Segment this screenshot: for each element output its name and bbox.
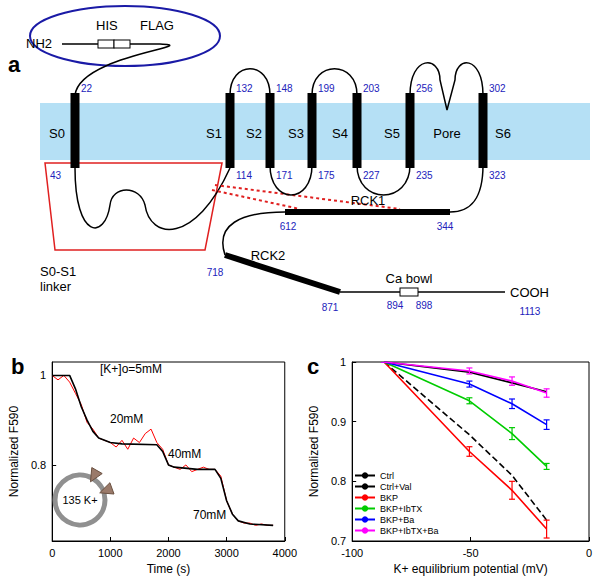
svg-text:132: 132: [236, 83, 253, 94]
svg-text:22: 22: [81, 83, 93, 94]
svg-text:1113: 1113: [520, 306, 541, 317]
svg-text:135 K+: 135 K+: [62, 494, 97, 506]
svg-text:70mM: 70mM: [193, 508, 226, 522]
svg-text:898: 898: [416, 300, 433, 311]
svg-text:S2: S2: [246, 126, 262, 141]
svg-text:Ctrl: Ctrl: [380, 471, 394, 481]
svg-text:171: 171: [276, 170, 293, 181]
svg-text:K+ equilibrium potential (mV): K+ equilibrium potential (mV): [393, 562, 547, 576]
svg-text:1: 1: [340, 356, 346, 368]
svg-text:114: 114: [236, 170, 252, 181]
svg-text:0.7: 0.7: [331, 535, 346, 547]
svg-text:0: 0: [586, 547, 592, 559]
svg-text:S5: S5: [384, 126, 400, 141]
svg-text:0.8: 0.8: [31, 459, 46, 471]
svg-text:344: 344: [437, 221, 454, 232]
svg-text:4000: 4000: [273, 547, 297, 559]
svg-text:40mM: 40mM: [168, 447, 201, 461]
svg-text:S0-S1: S0-S1: [40, 264, 76, 279]
svg-text:0.9: 0.9: [331, 416, 346, 428]
svg-text:FLAG: FLAG: [140, 18, 174, 33]
svg-text:0: 0: [49, 547, 55, 559]
svg-text:199: 199: [318, 83, 335, 94]
svg-text:HIS: HIS: [96, 18, 118, 33]
svg-text:0.8: 0.8: [331, 475, 346, 487]
svg-text:302: 302: [489, 83, 506, 94]
svg-text:718: 718: [207, 267, 224, 278]
svg-text:BKP: BKP: [380, 493, 398, 503]
svg-text:COOH: COOH: [510, 285, 549, 300]
svg-text:235: 235: [416, 170, 433, 181]
svg-text:c: c: [307, 354, 319, 379]
svg-text:NH2: NH2: [26, 36, 52, 51]
svg-text:175: 175: [318, 170, 335, 181]
svg-text:43: 43: [50, 170, 62, 181]
svg-text:-100: -100: [341, 547, 363, 559]
svg-text:871: 871: [322, 302, 339, 313]
svg-text:Normalized F590: Normalized F590: [7, 405, 21, 497]
svg-text:894: 894: [387, 300, 404, 311]
svg-text:203: 203: [363, 83, 380, 94]
svg-text:323: 323: [489, 170, 506, 181]
svg-text:BKP+Ba: BKP+Ba: [380, 515, 414, 525]
svg-text:Pore: Pore: [433, 126, 460, 141]
svg-text:BKP+IbTX: BKP+IbTX: [380, 504, 422, 514]
svg-text:227: 227: [363, 170, 380, 181]
svg-text:RCK1: RCK1: [351, 193, 386, 208]
svg-text:a: a: [8, 52, 21, 77]
svg-text:S0: S0: [49, 126, 65, 141]
svg-text:S6: S6: [495, 126, 511, 141]
svg-text:BKP+IbTX+Ba: BKP+IbTX+Ba: [380, 526, 439, 536]
svg-text:Ctrl+Val: Ctrl+Val: [380, 482, 412, 492]
svg-text:256: 256: [416, 83, 433, 94]
svg-text:[K+]o=5mM: [K+]o=5mM: [100, 362, 162, 376]
svg-text:612: 612: [280, 221, 297, 232]
svg-text:b: b: [11, 354, 24, 379]
svg-text:S1: S1: [206, 126, 222, 141]
svg-text:Normalized F590: Normalized F590: [307, 405, 321, 497]
svg-text:S4: S4: [332, 126, 348, 141]
svg-text:20mM: 20mM: [110, 412, 143, 426]
svg-text:148: 148: [276, 83, 293, 94]
svg-text:S3: S3: [288, 126, 304, 141]
svg-text:3000: 3000: [214, 547, 238, 559]
svg-text:Ca bowl: Ca bowl: [386, 271, 433, 286]
svg-text:RCK2: RCK2: [251, 248, 286, 263]
svg-text:1000: 1000: [98, 547, 122, 559]
svg-text:-50: -50: [463, 547, 479, 559]
svg-text:1: 1: [40, 369, 46, 381]
svg-text:linker: linker: [40, 279, 72, 294]
svg-text:Time (s): Time (s): [147, 562, 191, 576]
svg-text:2000: 2000: [156, 547, 180, 559]
